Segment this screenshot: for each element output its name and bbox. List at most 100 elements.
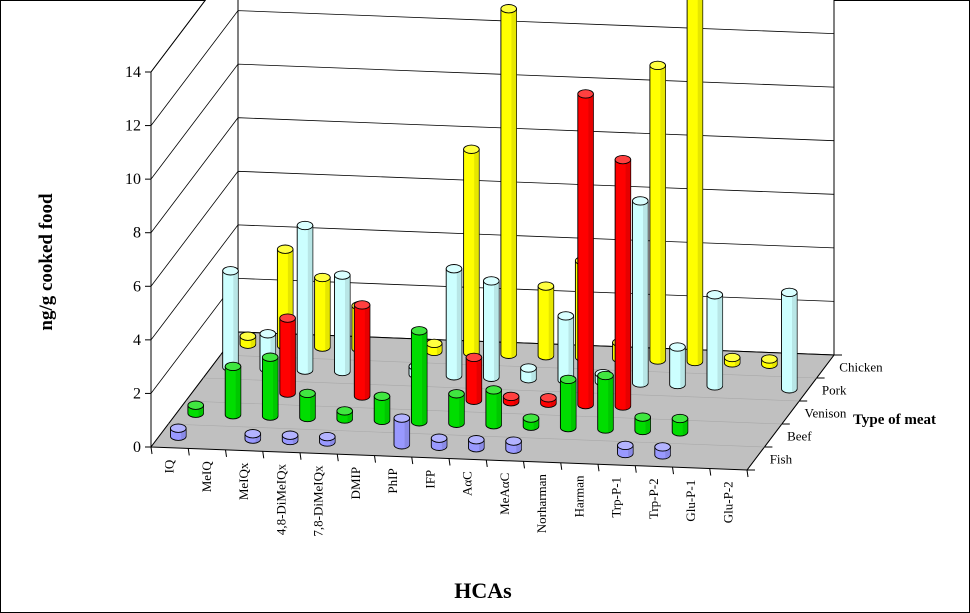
bar-shade xyxy=(682,418,688,436)
y-gridline xyxy=(150,63,835,180)
bar-fish-3 xyxy=(244,429,262,444)
bar-top xyxy=(577,89,594,99)
bar-top xyxy=(276,244,294,254)
bar-beef-10 xyxy=(522,413,540,431)
y-gridline xyxy=(150,0,206,73)
bar-beef-8 xyxy=(448,389,465,428)
bar-beef-11 xyxy=(559,374,577,433)
labels-layer: 0 2 4 6 8 10 12 14 IQ MeIQ MeIQx 4,8-DiMeIQx 7,8-DiM… xyxy=(125,64,883,537)
y-tick-label: 6 xyxy=(133,278,141,295)
bar-chicken-3 xyxy=(314,272,331,352)
back-walls xyxy=(145,0,835,471)
bar-pork-12 xyxy=(632,196,649,388)
bar-top xyxy=(425,338,443,349)
z-axis-title: Type of meat xyxy=(853,412,936,428)
bar-shade xyxy=(441,438,447,451)
bars-layer xyxy=(170,0,798,460)
y-axis-title: ng/g cooked food xyxy=(36,193,57,331)
bar-fish-9 xyxy=(468,435,485,453)
y-gridline xyxy=(150,117,835,233)
bar-chicken-14 xyxy=(723,352,741,368)
y-tick-label: 10 xyxy=(125,171,141,188)
bar-shade xyxy=(625,159,631,410)
bar-beef-6 xyxy=(373,391,391,426)
bar-top xyxy=(502,391,520,402)
z-series-label: Fish xyxy=(770,452,793,467)
x-category-label: MeAαC xyxy=(497,473,512,515)
bar-top xyxy=(468,435,485,445)
z-series-label: Pork xyxy=(822,383,847,398)
bar-beef-7 xyxy=(410,326,428,427)
y-tick-label: 8 xyxy=(133,225,141,242)
bar-top xyxy=(597,370,614,381)
bar-shade xyxy=(568,315,574,385)
bar-top xyxy=(654,442,671,452)
bar-top xyxy=(617,440,634,451)
y-tick-label: 14 xyxy=(125,64,141,81)
bar-top xyxy=(557,311,575,321)
bar-chicken-8 xyxy=(500,4,517,359)
series-chicken xyxy=(239,0,778,369)
x-category-label: MeIQx xyxy=(236,462,251,500)
bar-top xyxy=(671,413,689,424)
bar-chicken-1 xyxy=(239,331,257,349)
bar-shade xyxy=(476,357,482,405)
x-tick-mark xyxy=(672,467,674,475)
bar-chicken-7 xyxy=(463,144,480,358)
bar-top xyxy=(261,352,279,362)
bar-shade xyxy=(496,389,502,429)
bar-top xyxy=(319,431,336,442)
z-series-label: Venison xyxy=(805,406,847,421)
bar-shade xyxy=(511,8,517,359)
bar-shade xyxy=(588,93,594,409)
bar-fish-5 xyxy=(319,431,336,447)
bar-shade xyxy=(571,379,576,432)
bar-top xyxy=(353,300,371,310)
x-tick-mark xyxy=(374,455,376,463)
x-category-label: Glu-P-1 xyxy=(683,480,698,522)
bar-top xyxy=(614,154,632,165)
bar-fish-14 xyxy=(654,442,671,460)
x-category-label: DMIP xyxy=(348,467,363,500)
bar-top xyxy=(559,374,577,385)
bar-shade xyxy=(384,396,390,425)
x-category-label: 7,8-DiMeIQx xyxy=(311,465,326,537)
bar-shade xyxy=(474,149,480,357)
y-tick-label: 0 xyxy=(133,439,141,456)
bar-top xyxy=(336,406,353,416)
bar-shade xyxy=(548,286,554,360)
bar-pork-10 xyxy=(557,311,575,385)
bar-shade xyxy=(364,304,370,400)
x-tick-mark xyxy=(299,452,302,460)
x-category-label: 4,8-DiMeIQx xyxy=(273,464,288,536)
bar-beef-12 xyxy=(597,370,614,434)
bar-fish-7 xyxy=(393,413,411,450)
y-gridline xyxy=(150,170,835,287)
bar-top xyxy=(393,413,411,423)
x-tick-mark xyxy=(336,454,339,462)
bar-top xyxy=(445,264,463,274)
bar-top xyxy=(463,144,480,154)
bar-chicken-12 xyxy=(649,60,666,365)
y-tick-label: 2 xyxy=(133,385,141,402)
bar-shade xyxy=(310,393,316,422)
x-tick-mark xyxy=(225,449,227,457)
bar-pork-14 xyxy=(706,290,724,391)
bar-shade xyxy=(645,417,651,435)
bar-top xyxy=(224,361,242,372)
bar-fish-4 xyxy=(281,430,299,446)
bar-venison-10 xyxy=(540,393,557,408)
bar-top xyxy=(259,329,277,339)
x-tick-mark xyxy=(411,456,414,465)
bar-top xyxy=(239,331,257,341)
bar-top xyxy=(465,352,483,363)
bar-shade xyxy=(608,375,614,433)
bar-top xyxy=(430,433,448,443)
y-tick-label: 4 xyxy=(133,332,141,349)
z-series-label: Beef xyxy=(787,429,812,444)
bar-pork-9 xyxy=(520,363,537,384)
bar-shade xyxy=(697,0,703,366)
x-category-label: AαC xyxy=(460,471,475,496)
bar-shade xyxy=(235,366,241,419)
bar-venison-8 xyxy=(465,352,483,405)
